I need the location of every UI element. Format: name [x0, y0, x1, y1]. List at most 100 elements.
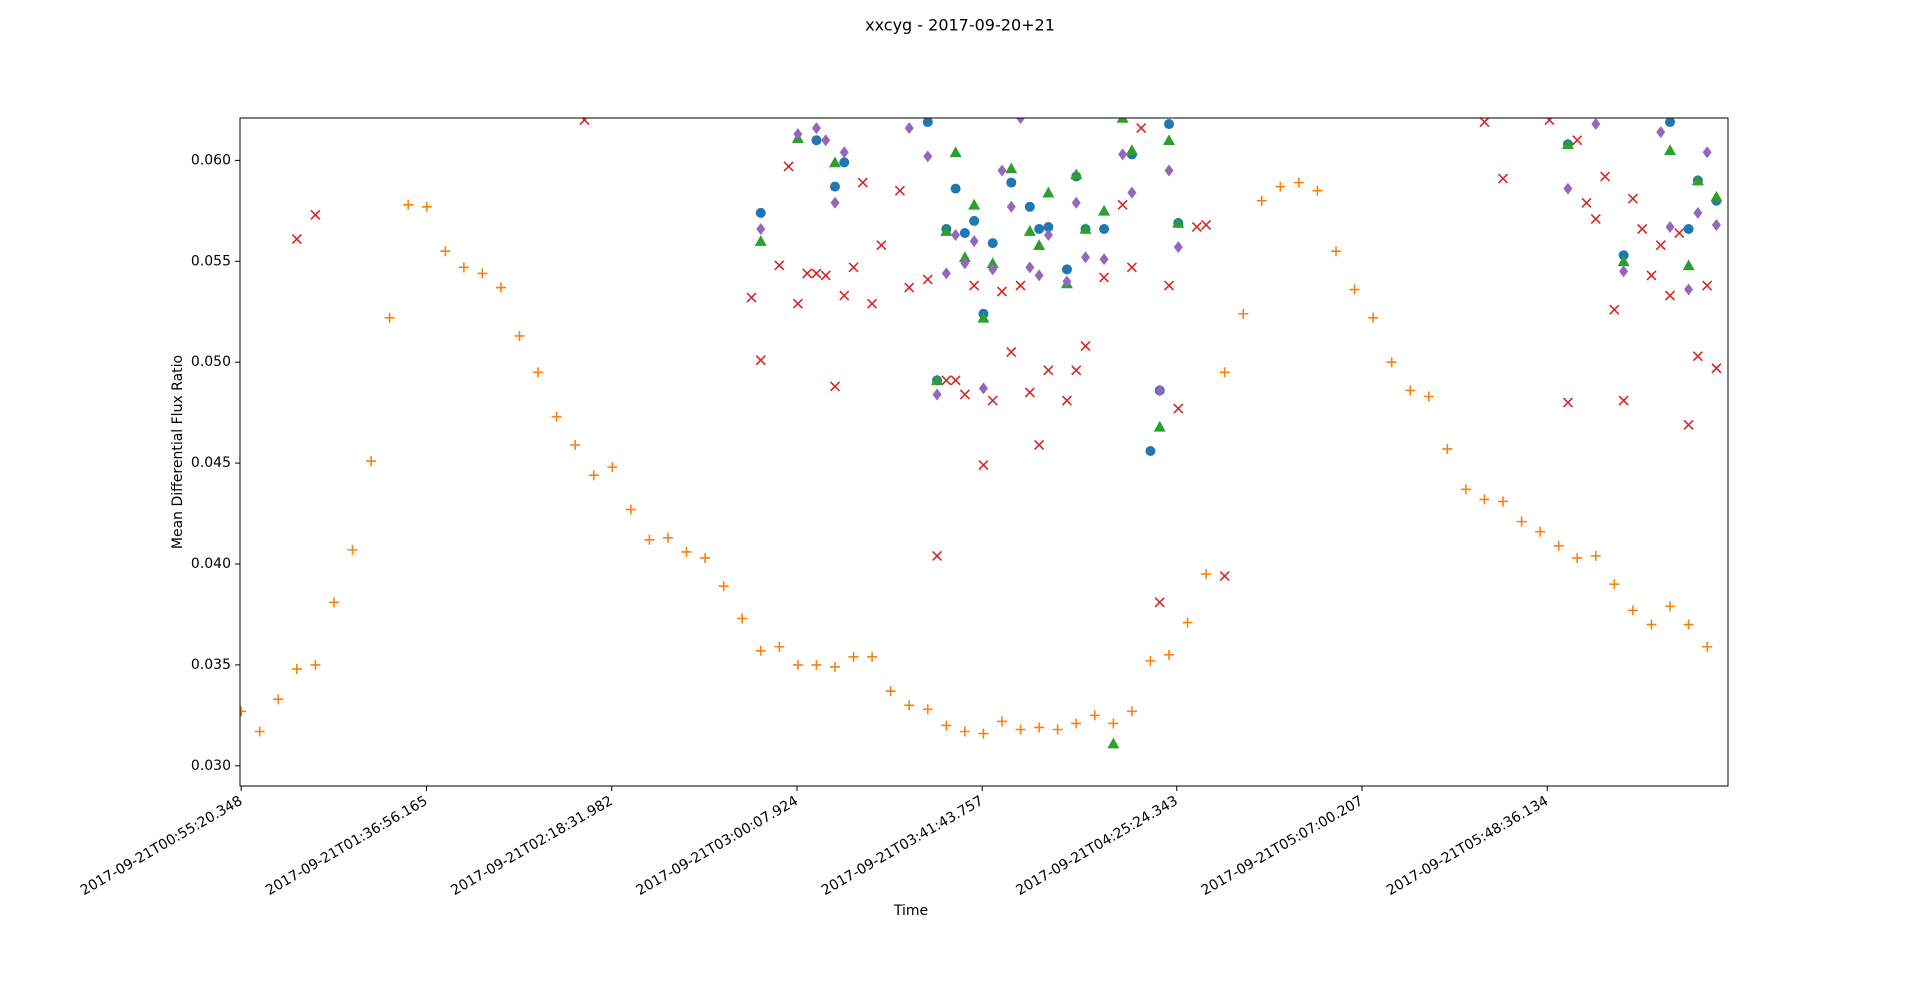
marker — [904, 282, 915, 293]
y-axis-label: Mean Differential Flux Ratio — [170, 355, 186, 549]
marker — [1368, 312, 1379, 323]
marker — [829, 381, 841, 392]
marker — [1172, 216, 1185, 228]
marker — [1238, 308, 1249, 319]
marker — [495, 282, 506, 293]
marker — [839, 157, 850, 168]
marker — [533, 367, 544, 378]
marker — [997, 716, 1007, 727]
marker — [1479, 118, 1490, 128]
marker — [1033, 239, 1046, 250]
marker — [1164, 649, 1175, 660]
marker — [1405, 385, 1416, 396]
marker — [922, 704, 933, 715]
y-tick-label: 0.050 — [191, 354, 231, 370]
marker — [876, 240, 887, 251]
marker — [1006, 347, 1017, 358]
marker — [1071, 718, 1082, 729]
marker — [988, 263, 998, 276]
y-tick-label: 0.035 — [191, 657, 231, 673]
marker — [811, 659, 822, 670]
marker — [1107, 737, 1120, 749]
marker — [384, 312, 395, 323]
marker — [1116, 118, 1129, 123]
marker — [1079, 222, 1092, 234]
marker — [997, 164, 1007, 177]
marker — [950, 375, 961, 386]
marker — [310, 209, 321, 220]
marker — [1618, 395, 1629, 406]
marker — [931, 374, 944, 386]
marker — [755, 207, 766, 218]
marker — [1126, 262, 1137, 273]
marker — [1117, 199, 1128, 210]
marker — [987, 395, 998, 406]
marker — [1164, 119, 1175, 130]
marker — [1043, 365, 1054, 376]
marker — [941, 375, 952, 386]
marker — [1516, 516, 1527, 527]
marker — [839, 146, 849, 159]
marker — [1219, 571, 1230, 582]
marker — [931, 550, 943, 561]
marker — [1497, 173, 1509, 184]
marker — [1683, 223, 1694, 234]
marker — [829, 661, 840, 672]
marker — [792, 659, 803, 670]
marker — [1683, 419, 1694, 430]
y-tick-label: 0.030 — [191, 758, 231, 774]
marker — [1646, 619, 1657, 630]
marker — [941, 267, 951, 280]
marker — [830, 196, 840, 209]
marker — [811, 122, 821, 135]
marker — [885, 686, 896, 697]
marker — [1006, 200, 1016, 213]
marker — [644, 534, 655, 545]
marker — [1600, 171, 1611, 182]
marker — [1005, 162, 1018, 174]
marker — [1062, 275, 1072, 288]
marker — [959, 726, 970, 737]
marker — [1016, 118, 1026, 124]
marker — [1710, 190, 1723, 202]
marker — [1006, 177, 1017, 188]
marker — [1145, 445, 1156, 456]
marker — [959, 389, 970, 400]
marker — [458, 262, 469, 273]
marker — [1684, 283, 1694, 296]
x-axis-label: Time — [893, 903, 928, 919]
marker — [811, 135, 822, 146]
marker — [1164, 164, 1174, 177]
marker — [1043, 221, 1054, 232]
marker — [551, 411, 562, 422]
marker — [969, 215, 980, 226]
marker — [968, 198, 981, 210]
marker — [1581, 197, 1592, 208]
marker — [737, 613, 748, 624]
marker — [904, 700, 915, 711]
marker — [1099, 223, 1110, 234]
marker — [1693, 206, 1703, 219]
marker — [848, 651, 859, 662]
marker — [1034, 439, 1045, 451]
marker — [1627, 193, 1638, 204]
marker — [1071, 196, 1081, 209]
marker — [421, 201, 432, 212]
marker — [1034, 223, 1045, 234]
marker — [756, 222, 766, 235]
marker — [941, 720, 952, 731]
marker — [793, 128, 803, 141]
marker — [1256, 195, 1267, 206]
marker — [848, 262, 859, 273]
marker — [681, 546, 692, 557]
marker — [1674, 227, 1685, 239]
marker — [811, 268, 822, 279]
plot-area — [240, 118, 1723, 749]
marker — [986, 257, 999, 269]
marker — [904, 122, 914, 135]
marker — [1201, 219, 1212, 231]
marker — [1275, 181, 1286, 192]
marker — [347, 544, 358, 555]
marker — [607, 462, 618, 473]
